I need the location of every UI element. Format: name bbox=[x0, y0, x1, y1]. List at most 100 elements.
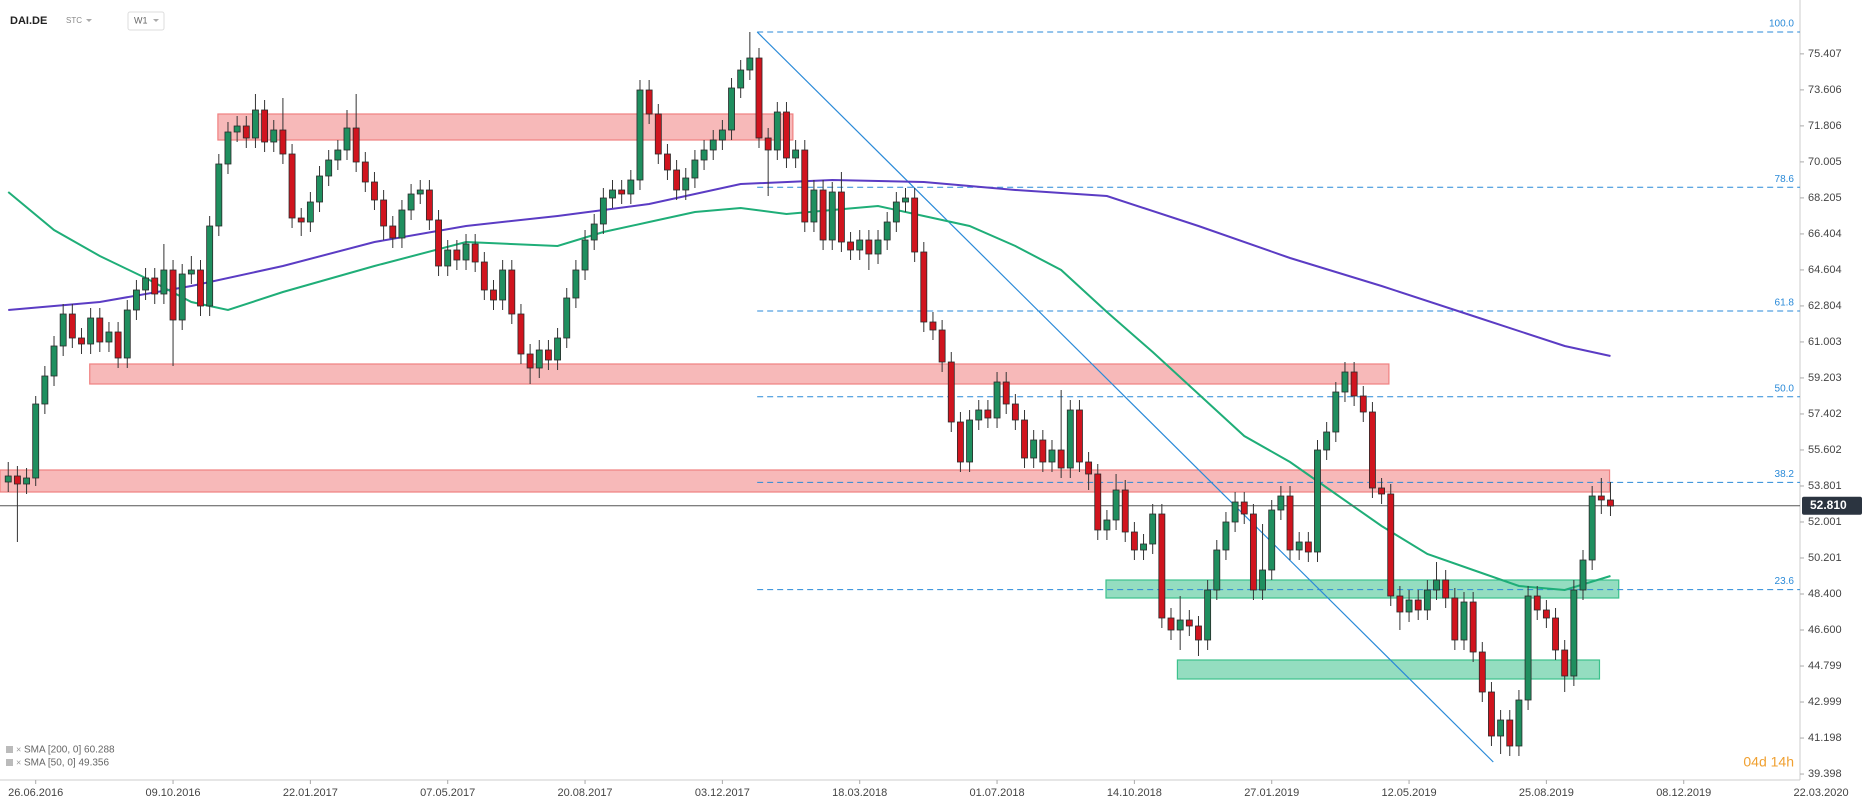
y-tick-label: 48.400 bbox=[1808, 588, 1842, 600]
candle-body bbox=[1332, 391, 1340, 433]
candle-body bbox=[902, 197, 909, 203]
candle-body bbox=[545, 349, 552, 361]
sma-line bbox=[8, 178, 1611, 357]
candle-body bbox=[23, 477, 30, 485]
candle-body bbox=[59, 313, 67, 347]
candle-body bbox=[361, 161, 369, 183]
mode-select[interactable]: STC bbox=[66, 16, 82, 25]
candle-body bbox=[691, 159, 699, 179]
candle-body bbox=[1378, 487, 1386, 495]
y-tick-label: 53.801 bbox=[1808, 480, 1842, 492]
y-tick-label: 44.799 bbox=[1808, 660, 1842, 672]
candle-body bbox=[4, 475, 12, 483]
candle-body bbox=[1497, 719, 1505, 737]
candle-body bbox=[837, 191, 845, 243]
price-label: 52.810 bbox=[1810, 498, 1847, 512]
candle-body bbox=[783, 111, 790, 159]
candle-body bbox=[380, 199, 388, 227]
candle-body bbox=[1259, 569, 1266, 591]
candle-body bbox=[1286, 495, 1294, 551]
candle-body bbox=[105, 331, 113, 343]
legend-entry: SMA [50, 0] 49.356 bbox=[24, 758, 109, 769]
candle-body bbox=[398, 209, 406, 239]
price-label-box bbox=[1802, 496, 1862, 515]
y-tick-label: 55.602 bbox=[1808, 444, 1842, 456]
candle-body bbox=[1240, 501, 1248, 515]
candle-body bbox=[306, 201, 314, 223]
candle-body bbox=[764, 137, 772, 151]
candle-body bbox=[1149, 513, 1157, 545]
y-tick-label: 75.407 bbox=[1808, 48, 1842, 60]
candle-body bbox=[96, 317, 104, 343]
candle-body bbox=[1433, 579, 1440, 591]
candle-body bbox=[41, 375, 49, 405]
y-tick-label: 39.398 bbox=[1808, 768, 1842, 780]
y-tick-label: 57.402 bbox=[1808, 408, 1842, 420]
candle-body bbox=[416, 189, 424, 195]
candle-body bbox=[68, 313, 76, 339]
candle-body bbox=[1011, 403, 1019, 421]
candle-body bbox=[1195, 625, 1202, 641]
candle-body bbox=[957, 421, 964, 463]
y-tick-label: 42.999 bbox=[1808, 696, 1842, 708]
fib-label: 38.2 bbox=[1775, 469, 1795, 480]
candle-body bbox=[700, 149, 708, 161]
y-tick-label: 52.001 bbox=[1808, 516, 1842, 528]
candle-body bbox=[618, 189, 626, 195]
candle-body bbox=[984, 409, 992, 419]
candle-body bbox=[1588, 495, 1596, 561]
candle-body bbox=[1176, 619, 1184, 631]
candle-body bbox=[828, 191, 836, 241]
candle-body bbox=[792, 149, 800, 159]
candle-body bbox=[242, 125, 250, 139]
legend-close: × bbox=[16, 757, 21, 767]
candle-body bbox=[911, 197, 919, 253]
zone bbox=[1105, 579, 1620, 599]
candle-body bbox=[810, 189, 818, 223]
candle-body bbox=[718, 129, 726, 141]
candle-body bbox=[1249, 513, 1257, 591]
candle-body bbox=[865, 239, 873, 255]
candle-body bbox=[1387, 493, 1395, 597]
candle-body bbox=[270, 129, 278, 143]
candle-body bbox=[1542, 609, 1550, 619]
candle-body bbox=[728, 87, 735, 131]
interval-box[interactable] bbox=[127, 11, 165, 31]
candle-body bbox=[554, 337, 562, 361]
candle-body bbox=[462, 243, 470, 261]
candle-body bbox=[773, 111, 781, 151]
candle-body bbox=[371, 181, 378, 201]
candle-body bbox=[1222, 521, 1230, 551]
candle-body bbox=[1597, 495, 1605, 501]
x-tick-label: 26.06.2016 bbox=[8, 787, 63, 799]
interval[interactable]: W1 bbox=[134, 15, 148, 25]
candle-body bbox=[1094, 473, 1102, 531]
y-tick-label: 46.600 bbox=[1808, 624, 1842, 636]
candle-body bbox=[746, 57, 754, 71]
candle-body bbox=[1213, 549, 1221, 591]
x-tick-label: 14.10.2018 bbox=[1107, 787, 1162, 799]
candle-body bbox=[1570, 589, 1578, 677]
candle-body bbox=[1158, 513, 1166, 619]
x-tick-label: 03.12.2017 bbox=[695, 787, 750, 799]
candle-body bbox=[160, 269, 168, 295]
candle-body bbox=[50, 345, 58, 377]
candle-body bbox=[682, 177, 690, 191]
candle-body bbox=[590, 223, 598, 241]
candle-body bbox=[407, 193, 415, 211]
candle-body bbox=[1121, 489, 1129, 533]
candle-body bbox=[1488, 691, 1495, 737]
fib-label: 23.6 bbox=[1775, 576, 1795, 587]
candle-body bbox=[920, 251, 928, 323]
candle-body bbox=[13, 475, 21, 485]
candle-body bbox=[389, 225, 397, 239]
x-tick-label: 09.10.2016 bbox=[146, 787, 201, 799]
candle-body bbox=[1030, 439, 1038, 459]
candle-body bbox=[1185, 619, 1193, 627]
candle-body bbox=[114, 331, 122, 359]
candle-body bbox=[1533, 595, 1541, 611]
candle-body bbox=[288, 153, 296, 219]
fib-label: 50.0 bbox=[1775, 383, 1795, 394]
candle-body bbox=[1112, 489, 1120, 521]
candle-body bbox=[938, 329, 946, 363]
